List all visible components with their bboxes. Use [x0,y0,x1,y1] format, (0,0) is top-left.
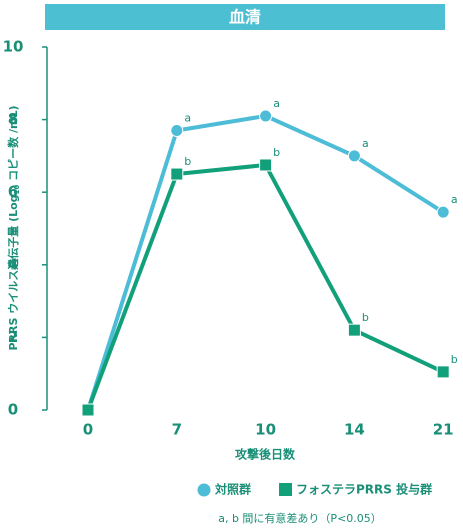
y-tick-label: 8 [8,110,18,128]
x-tick-label: 0 [83,421,93,439]
legend-label: 対照群 [214,482,251,497]
y-axis-label: PRRS ウイルス遺伝子量 (Log10 コピー数 /mL) [6,106,21,351]
data-label: b [362,311,369,324]
point [81,403,95,417]
y-label-part: PRRS ウイルス遺伝子量 (Log [6,194,20,350]
y-label-sub: 10 [13,185,21,195]
point [347,149,361,163]
y-tick-label: 6 [8,183,18,201]
chart-title: 血清 [229,8,261,27]
x-tick-label: 14 [344,421,365,439]
y-tick-label: 0 [8,401,18,419]
point [259,158,273,172]
point [436,205,450,219]
data-label: b [273,146,280,159]
data-label: a [184,111,191,124]
legend-marker [197,483,211,497]
point [170,167,184,181]
title-bar [45,4,445,30]
y-tick-label: 10 [3,38,24,56]
data-label: a [362,137,369,150]
point [259,109,273,123]
data-label: b [184,155,191,168]
x-tick-label: 10 [255,421,276,439]
y-tick-label: 4 [8,255,18,273]
point [170,123,184,137]
legend-marker [279,483,293,496]
y-tick-label: 2 [8,328,18,346]
series-line [86,162,445,411]
data-label: a [451,193,458,206]
data-label: b [451,353,458,366]
footnote: a, b 間に有意差あり（P<0.05） [218,511,382,525]
point [436,365,450,379]
data-label: a [273,97,280,110]
x-tick-label: 7 [172,421,182,439]
x-tick-label: 21 [433,421,454,439]
y-label-part: コピー数 /mL) [6,106,20,185]
x-axis-label: 攻撃後日数 [235,447,296,462]
point [347,323,361,337]
legend-label: フォステラPRRS 投与群 [296,482,432,497]
